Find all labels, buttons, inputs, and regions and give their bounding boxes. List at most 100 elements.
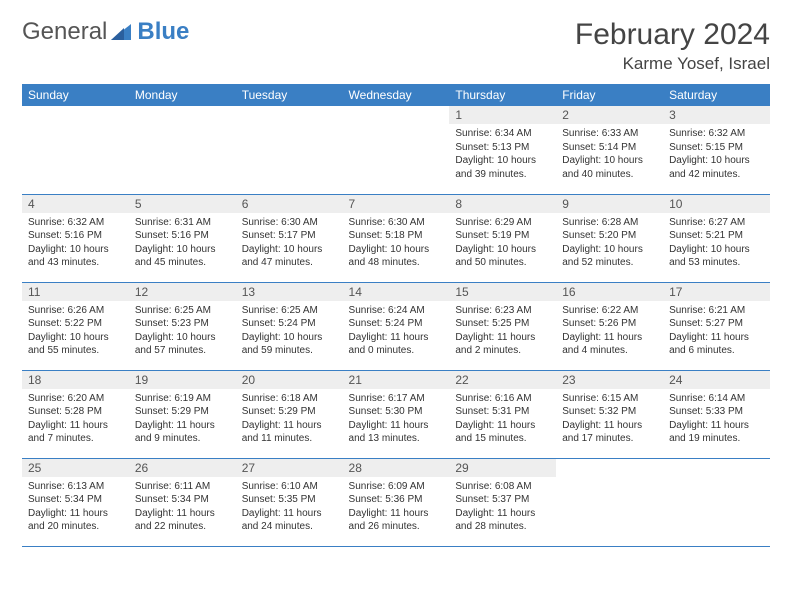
sunset-label: Sunset: <box>28 230 62 241</box>
sunset-label: Sunset: <box>455 142 489 153</box>
sunset-value: 5:32 PM <box>599 406 636 417</box>
sunrise-value: 6:26 AM <box>67 305 104 316</box>
day-number: 3 <box>663 106 770 124</box>
sunrise-value: 6:32 AM <box>67 217 104 228</box>
sunset-label: Sunset: <box>242 494 276 505</box>
sunset-value: 5:25 PM <box>492 318 529 329</box>
calendar-cell: 4Sunrise: 6:32 AMSunset: 5:16 PMDaylight… <box>22 194 129 282</box>
sunrise-value: 6:28 AM <box>602 217 639 228</box>
day-details: Sunrise: 6:34 AMSunset: 5:13 PMDaylight:… <box>449 124 556 185</box>
day-details: Sunrise: 6:19 AMSunset: 5:29 PMDaylight:… <box>129 389 236 450</box>
sunset-label: Sunset: <box>455 230 489 241</box>
sunset-value: 5:27 PM <box>706 318 743 329</box>
day-details: Sunrise: 6:24 AMSunset: 5:24 PMDaylight:… <box>343 301 450 362</box>
sunrise-label: Sunrise: <box>242 305 279 316</box>
day-number: 7 <box>343 195 450 213</box>
sunrise-label: Sunrise: <box>455 217 492 228</box>
sunset-value: 5:34 PM <box>65 494 102 505</box>
daylight-label: Daylight: <box>135 508 174 519</box>
calendar-cell: 2Sunrise: 6:33 AMSunset: 5:14 PMDaylight… <box>556 106 663 194</box>
sunset-value: 5:22 PM <box>65 318 102 329</box>
sunset-value: 5:31 PM <box>492 406 529 417</box>
calendar-cell: 17Sunrise: 6:21 AMSunset: 5:27 PMDayligh… <box>663 282 770 370</box>
day-number: 9 <box>556 195 663 213</box>
day-details: Sunrise: 6:25 AMSunset: 5:23 PMDaylight:… <box>129 301 236 362</box>
day-number: 8 <box>449 195 556 213</box>
calendar-cell: 25Sunrise: 6:13 AMSunset: 5:34 PMDayligh… <box>22 458 129 546</box>
calendar-cell: 6Sunrise: 6:30 AMSunset: 5:17 PMDaylight… <box>236 194 343 282</box>
sunrise-label: Sunrise: <box>669 217 706 228</box>
sunrise-label: Sunrise: <box>562 393 599 404</box>
day-details: Sunrise: 6:28 AMSunset: 5:20 PMDaylight:… <box>556 213 663 274</box>
sunset-label: Sunset: <box>669 318 703 329</box>
calendar-table: SundayMondayTuesdayWednesdayThursdayFrid… <box>22 84 770 547</box>
sunrise-value: 6:31 AM <box>174 217 211 228</box>
calendar-cell: 24Sunrise: 6:14 AMSunset: 5:33 PMDayligh… <box>663 370 770 458</box>
daylight-label: Daylight: <box>349 332 388 343</box>
sunrise-value: 6:15 AM <box>602 393 639 404</box>
day-details: Sunrise: 6:32 AMSunset: 5:16 PMDaylight:… <box>22 213 129 274</box>
day-number: 22 <box>449 371 556 389</box>
sunrise-value: 6:21 AM <box>709 305 746 316</box>
calendar-cell: 18Sunrise: 6:20 AMSunset: 5:28 PMDayligh… <box>22 370 129 458</box>
sunrise-value: 6:09 AM <box>388 481 425 492</box>
sunrise-value: 6:20 AM <box>67 393 104 404</box>
sunset-value: 5:24 PM <box>278 318 315 329</box>
sunset-label: Sunset: <box>562 142 596 153</box>
calendar-cell: 12Sunrise: 6:25 AMSunset: 5:23 PMDayligh… <box>129 282 236 370</box>
day-number: 17 <box>663 283 770 301</box>
sunset-value: 5:36 PM <box>385 494 422 505</box>
sunset-label: Sunset: <box>28 406 62 417</box>
day-number: 19 <box>129 371 236 389</box>
logo-text-2: Blue <box>113 18 189 46</box>
sunset-label: Sunset: <box>455 406 489 417</box>
sunset-value: 5:16 PM <box>172 230 209 241</box>
day-number: 6 <box>236 195 343 213</box>
sunrise-label: Sunrise: <box>349 393 386 404</box>
day-details: Sunrise: 6:15 AMSunset: 5:32 PMDaylight:… <box>556 389 663 450</box>
day-number: 20 <box>236 371 343 389</box>
sunset-label: Sunset: <box>135 230 169 241</box>
sunset-value: 5:26 PM <box>599 318 636 329</box>
sunset-label: Sunset: <box>349 318 383 329</box>
sunrise-value: 6:22 AM <box>602 305 639 316</box>
day-number: 18 <box>22 371 129 389</box>
day-details: Sunrise: 6:13 AMSunset: 5:34 PMDaylight:… <box>22 477 129 538</box>
calendar-cell-empty <box>129 106 236 194</box>
sunrise-value: 6:13 AM <box>67 481 104 492</box>
sunrise-label: Sunrise: <box>455 305 492 316</box>
calendar-cell: 22Sunrise: 6:16 AMSunset: 5:31 PMDayligh… <box>449 370 556 458</box>
calendar-cell: 16Sunrise: 6:22 AMSunset: 5:26 PMDayligh… <box>556 282 663 370</box>
sunrise-value: 6:08 AM <box>495 481 532 492</box>
day-details: Sunrise: 6:27 AMSunset: 5:21 PMDaylight:… <box>663 213 770 274</box>
sunset-label: Sunset: <box>242 230 276 241</box>
month-title: February 2024 <box>575 18 770 52</box>
day-number: 27 <box>236 459 343 477</box>
sunset-value: 5:14 PM <box>599 142 636 153</box>
sunrise-label: Sunrise: <box>135 305 172 316</box>
sunrise-label: Sunrise: <box>135 217 172 228</box>
calendar-cell: 10Sunrise: 6:27 AMSunset: 5:21 PMDayligh… <box>663 194 770 282</box>
sunrise-value: 6:23 AM <box>495 305 532 316</box>
calendar-cell: 29Sunrise: 6:08 AMSunset: 5:37 PMDayligh… <box>449 458 556 546</box>
calendar-cell: 23Sunrise: 6:15 AMSunset: 5:32 PMDayligh… <box>556 370 663 458</box>
sunset-label: Sunset: <box>669 142 703 153</box>
weekday-header: Friday <box>556 84 663 106</box>
day-details: Sunrise: 6:32 AMSunset: 5:15 PMDaylight:… <box>663 124 770 185</box>
sunrise-label: Sunrise: <box>562 217 599 228</box>
sunset-value: 5:37 PM <box>492 494 529 505</box>
header: General Blue February 2024 Karme Yosef, … <box>22 18 770 74</box>
daylight-label: Daylight: <box>562 155 601 166</box>
daylight-label: Daylight: <box>28 332 67 343</box>
sunrise-label: Sunrise: <box>455 393 492 404</box>
sunrise-label: Sunrise: <box>28 481 65 492</box>
sunset-label: Sunset: <box>28 318 62 329</box>
daylight-label: Daylight: <box>135 332 174 343</box>
sunrise-value: 6:25 AM <box>281 305 318 316</box>
calendar-cell: 14Sunrise: 6:24 AMSunset: 5:24 PMDayligh… <box>343 282 450 370</box>
calendar-cell: 28Sunrise: 6:09 AMSunset: 5:36 PMDayligh… <box>343 458 450 546</box>
weekday-header: Tuesday <box>236 84 343 106</box>
sunrise-value: 6:34 AM <box>495 128 532 139</box>
sunset-value: 5:17 PM <box>278 230 315 241</box>
daylight-label: Daylight: <box>28 420 67 431</box>
